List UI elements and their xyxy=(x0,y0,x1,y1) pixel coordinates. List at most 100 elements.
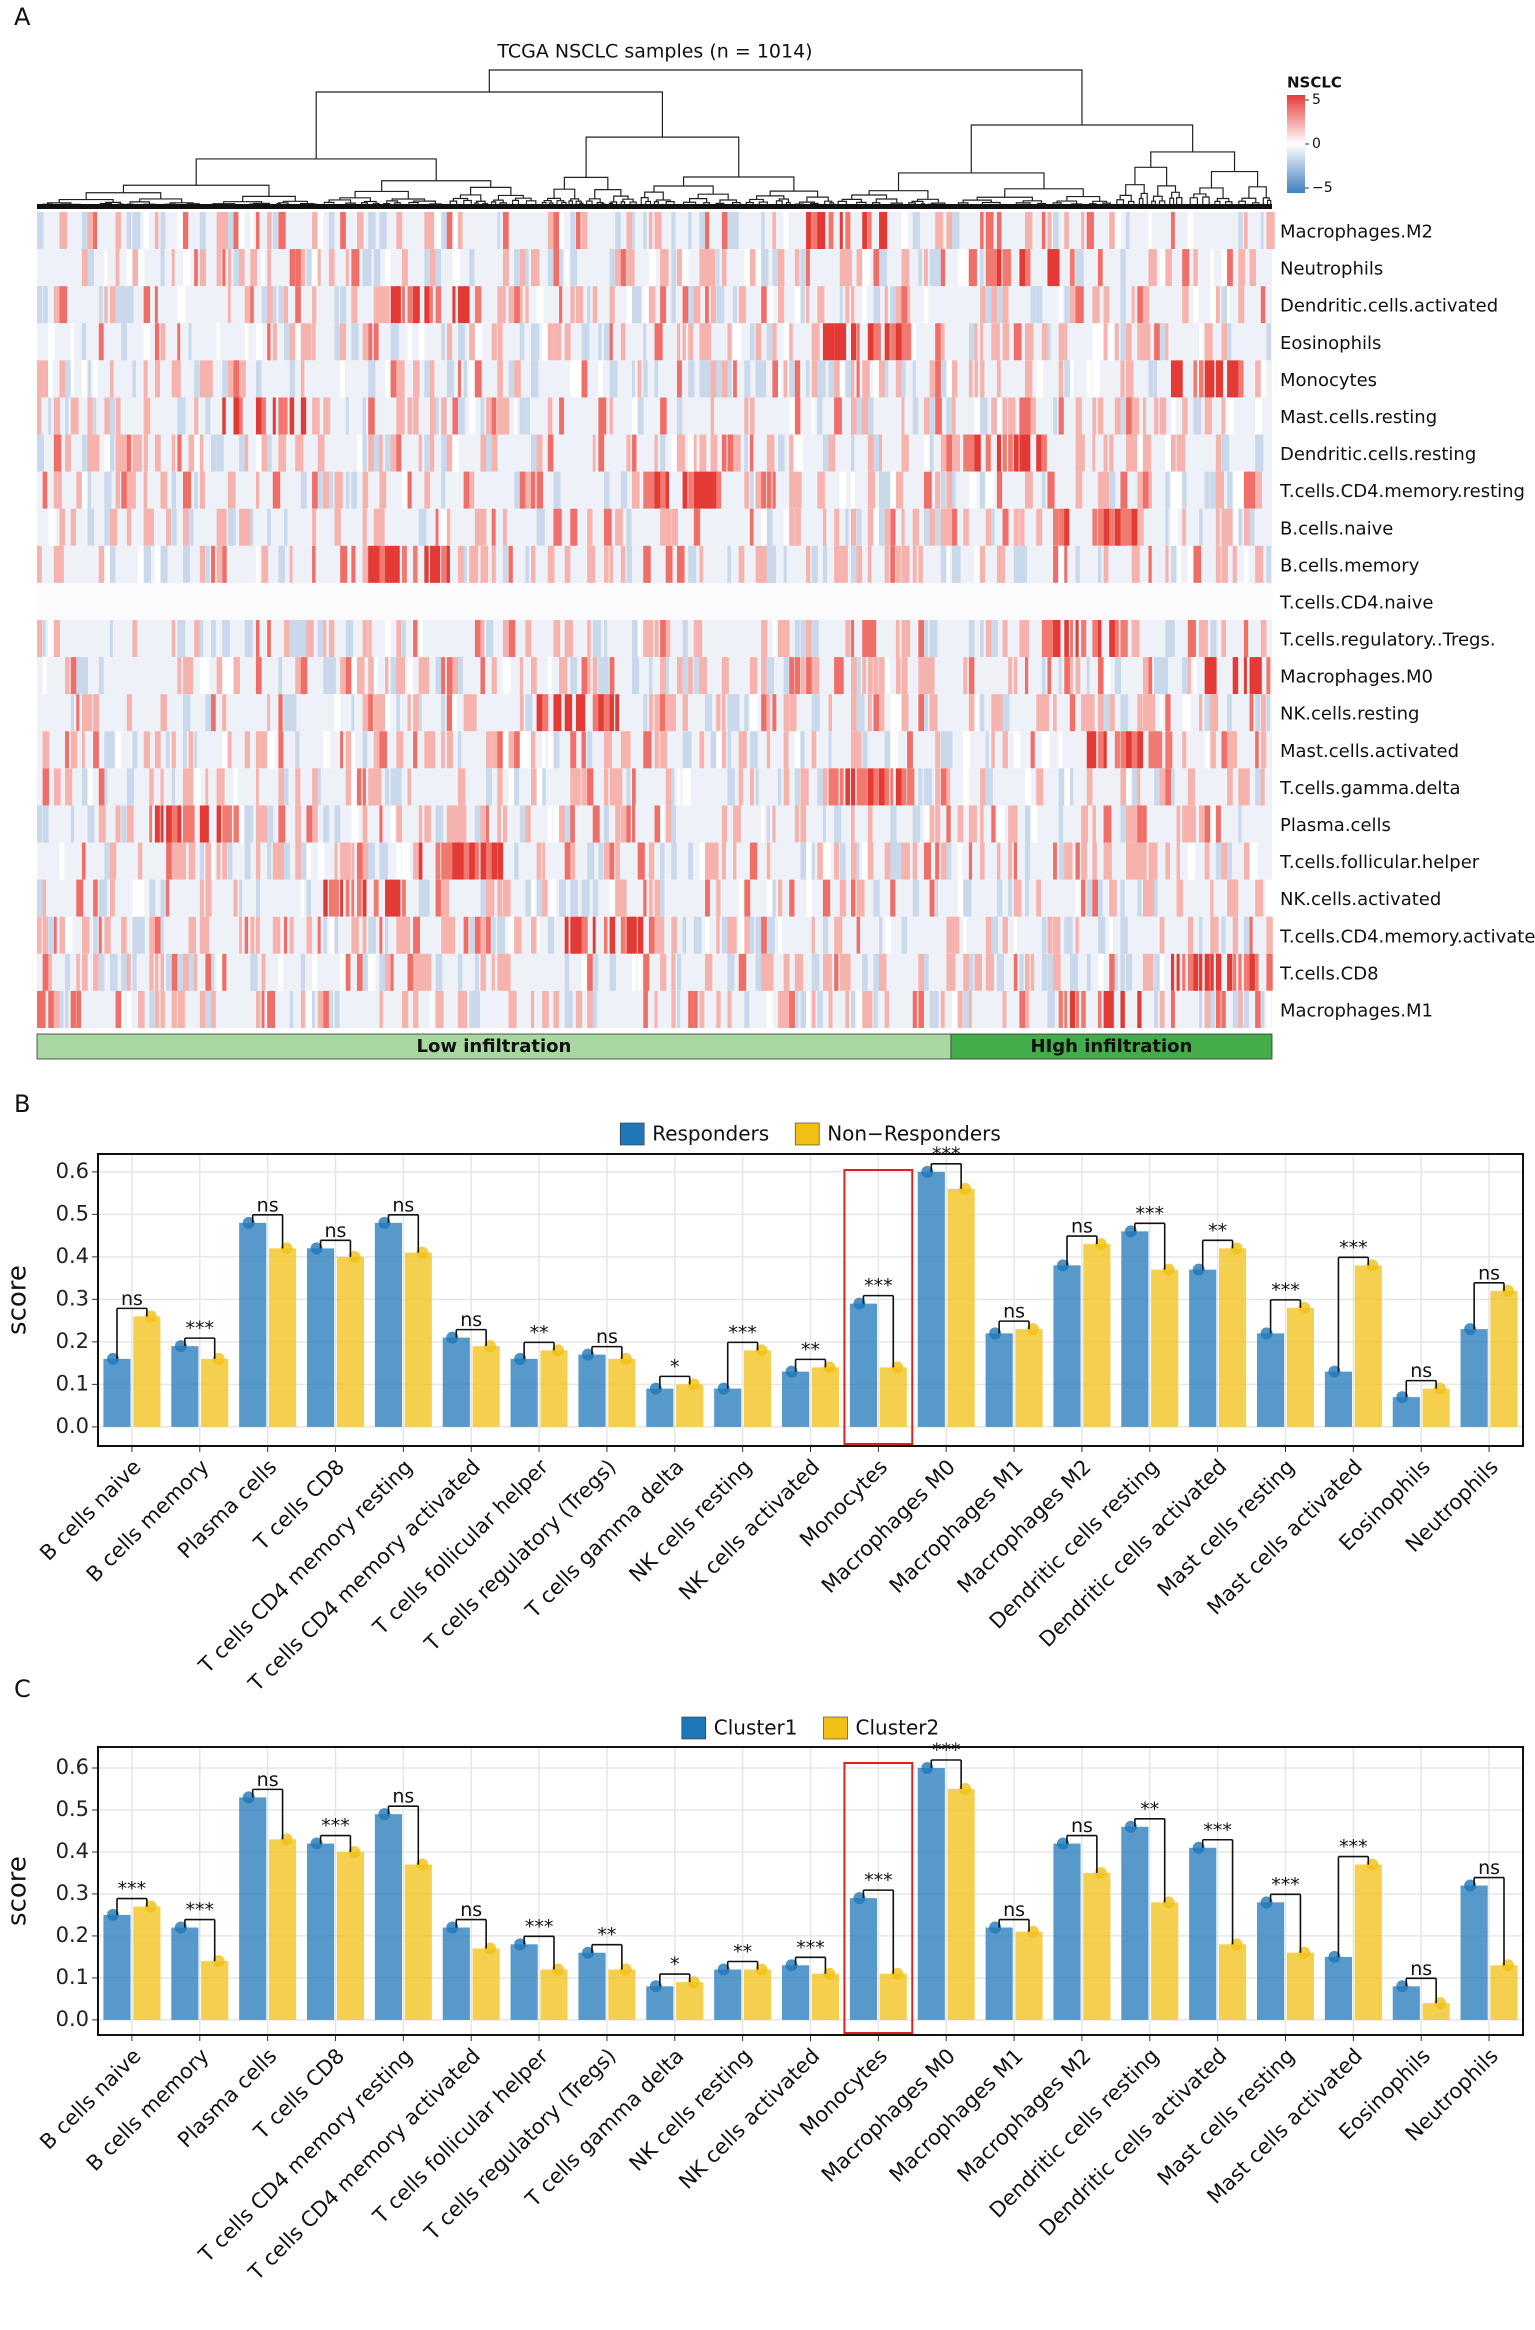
heatmap-stripe xyxy=(486,805,489,843)
dendro-branch xyxy=(1214,200,1221,204)
heatmap-stripe xyxy=(806,212,812,250)
heatmap-stripe xyxy=(435,805,444,843)
heatmap-stripe xyxy=(1120,249,1126,287)
heatmap-stripe xyxy=(76,953,80,991)
dendro-branch xyxy=(1210,170,1259,188)
heatmap-stripe xyxy=(1137,805,1143,843)
heatmap-stripe xyxy=(1013,916,1017,954)
heatmap-stripe xyxy=(811,657,820,695)
range-column xyxy=(1257,1333,1285,1427)
heatmap-stripe xyxy=(952,212,960,250)
heatmap-stripe xyxy=(306,323,312,361)
max-point xyxy=(144,1310,157,1323)
max-point xyxy=(1057,1259,1069,1272)
heatmap-stripe xyxy=(115,434,122,472)
heatmap-stripe xyxy=(340,545,348,583)
heatmap-stripe xyxy=(1053,694,1057,732)
max-point xyxy=(416,1246,429,1259)
heatmap-stripe xyxy=(154,286,158,324)
heatmap-stripe xyxy=(1092,731,1097,769)
heatmap-stripe xyxy=(48,360,53,398)
heatmap-stripe xyxy=(1075,434,1084,472)
heatmap-stripe xyxy=(1002,323,1010,361)
heatmap-stripe xyxy=(312,990,316,1028)
heatmap-stripe xyxy=(536,286,544,324)
heatmap-stripe xyxy=(480,953,486,991)
heatmap-stripe xyxy=(643,360,648,398)
heatmap-stripe xyxy=(879,508,888,546)
heatmap-stripe xyxy=(1154,657,1161,695)
heatmap-stripe xyxy=(1199,508,1203,546)
heatmap-stripe xyxy=(1182,249,1190,287)
heatmap-stripe xyxy=(93,953,99,991)
heatmap-stripe xyxy=(856,545,863,583)
heatmap-stripe xyxy=(963,508,969,546)
range-column xyxy=(1053,1843,1081,2020)
heatmap-stripe xyxy=(778,990,787,1028)
heatmap-stripe xyxy=(525,471,534,509)
heatmap-stripe xyxy=(895,360,904,398)
heatmap-stripe xyxy=(418,805,423,843)
heatmap-stripe xyxy=(143,397,151,435)
heatmap-stripe xyxy=(721,360,729,398)
range-column xyxy=(540,1350,568,1427)
heatmap-stripe xyxy=(458,286,466,324)
heatmap-stripe xyxy=(143,471,148,509)
heatmap-stripe xyxy=(996,212,1002,250)
heatmap-stripe xyxy=(514,471,523,509)
heatmap-stripe xyxy=(502,212,509,250)
heatmap-stripe xyxy=(822,323,830,361)
heatmap-stripe xyxy=(1170,545,1178,583)
dendro-branch xyxy=(1157,185,1177,197)
heatmap-stripe xyxy=(154,360,161,398)
heatmap-stripe xyxy=(1092,879,1099,917)
heatmap-stripe xyxy=(452,212,458,250)
max-point xyxy=(717,1963,730,1976)
heatmap-stripe xyxy=(1058,508,1068,546)
heatmap-stripe xyxy=(901,545,910,583)
heatmap-stripe xyxy=(401,990,409,1028)
heatmap-stripe xyxy=(435,953,443,991)
heatmap-stripe xyxy=(727,731,732,769)
heatmap-stripe xyxy=(1120,731,1129,769)
max-point xyxy=(582,1348,594,1361)
max-point xyxy=(212,1955,225,1968)
heatmap-stripe xyxy=(1243,212,1248,250)
heatmap-stripe xyxy=(794,953,804,991)
heatmap-stripe xyxy=(536,249,540,287)
heatmap-stripe xyxy=(1013,657,1018,695)
y-axis-label: score xyxy=(3,1856,33,1926)
heatmap-stripe xyxy=(458,805,467,843)
heatmap-stripe xyxy=(1227,694,1232,732)
max-point xyxy=(280,1242,293,1255)
heatmap-stripe xyxy=(474,545,479,583)
heatmap-stripe xyxy=(1187,768,1195,806)
heatmap-stripe xyxy=(615,249,622,287)
heatmap-stripe xyxy=(373,731,382,769)
heatmap-stripe xyxy=(401,545,407,583)
y-tick-label: 0.2 xyxy=(56,1923,89,1947)
heatmap-stripe xyxy=(721,212,729,250)
range-column xyxy=(782,1965,810,2020)
heatmap-stripe xyxy=(570,768,579,806)
heatmap-stripe xyxy=(166,879,170,917)
heatmap-stripe xyxy=(884,545,890,583)
heatmap-stripe xyxy=(912,805,921,843)
heatmap-stripe xyxy=(575,768,581,806)
heatmap-stripe xyxy=(536,768,545,806)
heatmap-stripe xyxy=(1193,286,1199,324)
heatmap-stripe xyxy=(1227,768,1233,806)
heatmap-stripe xyxy=(660,471,668,509)
heatmap-stripe xyxy=(794,471,802,509)
heatmap-stripe xyxy=(817,471,825,509)
heatmap-stripe xyxy=(334,842,338,880)
heatmap-stripe xyxy=(362,545,371,583)
heatmap-stripe xyxy=(171,842,180,880)
heatmap-title: TCGA NSCLC samples (n = 1014) xyxy=(496,41,812,63)
heatmap-stripe xyxy=(216,434,224,472)
heatmap-stripe xyxy=(1148,360,1154,398)
heatmap-stripe xyxy=(648,657,653,695)
heatmap-stripe xyxy=(766,286,774,324)
heatmap-stripe xyxy=(1002,990,1007,1028)
heatmap-stripe xyxy=(154,953,159,991)
